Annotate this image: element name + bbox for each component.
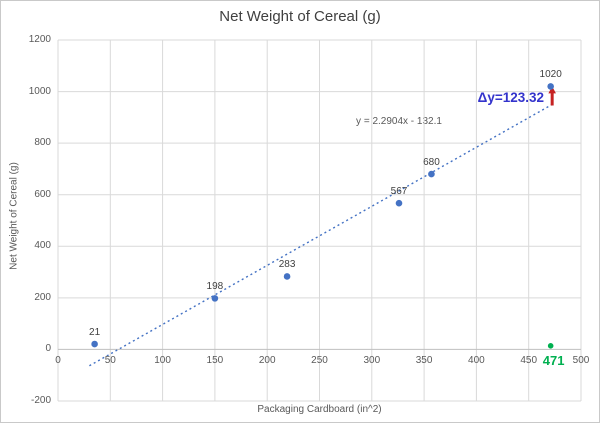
x-tick-label: 200 [258, 355, 276, 366]
cereal-data-point[interactable] [283, 273, 291, 280]
delta-arrow-head [548, 86, 556, 94]
x-tick-label: 450 [520, 355, 538, 366]
x-tick-label: 300 [363, 355, 381, 366]
x-tick-label: 350 [415, 355, 433, 366]
y-tick-label: -200 [30, 395, 51, 406]
x-tick-label: 150 [206, 355, 224, 366]
x-axis-title: Packaging Cardboard (in^2) [257, 404, 382, 415]
data-label: 21 [89, 327, 101, 338]
data-label: 198 [206, 281, 224, 293]
cereal-data-point[interactable] [428, 170, 435, 178]
cereal-data-point[interactable] [91, 340, 98, 348]
highlighted-x-label: 471 [542, 352, 565, 368]
chart-title: Net Weight of Cereal (g) [219, 8, 381, 25]
data-label: 1020 [539, 69, 562, 81]
cereal-data-point[interactable] [395, 199, 403, 207]
highlighted-x-value-point[interactable] [547, 343, 554, 349]
trendline[interactable] [89, 103, 554, 367]
cereal-data-point[interactable] [547, 83, 554, 90]
x-tick-label: 500 [572, 355, 590, 366]
x-tick-label: 100 [154, 355, 171, 366]
data-label: 680 [423, 157, 440, 169]
y-tick-label: 1000 [28, 85, 51, 97]
x-tick-label: 0 [55, 355, 61, 366]
x-tick-label: 400 [468, 355, 485, 366]
y-tick-label: 400 [34, 240, 51, 252]
y-tick-label: 200 [34, 291, 51, 303]
cereal-data-point[interactable] [211, 295, 219, 302]
y-tick-label: 0 [45, 343, 51, 355]
y-tick-label: 1200 [28, 34, 51, 45]
delta-y-annotation: Δy=123.32 [477, 90, 544, 105]
y-tick-label: 600 [34, 188, 51, 200]
data-label: 283 [278, 259, 296, 271]
x-tick-label: 50 [104, 355, 116, 366]
y-tick-label: 800 [34, 137, 51, 149]
data-label: 567 [390, 186, 408, 198]
x-tick-label: 250 [311, 355, 328, 366]
trendline-equation-label: y = 2.2904x - 132.1 [356, 116, 442, 127]
